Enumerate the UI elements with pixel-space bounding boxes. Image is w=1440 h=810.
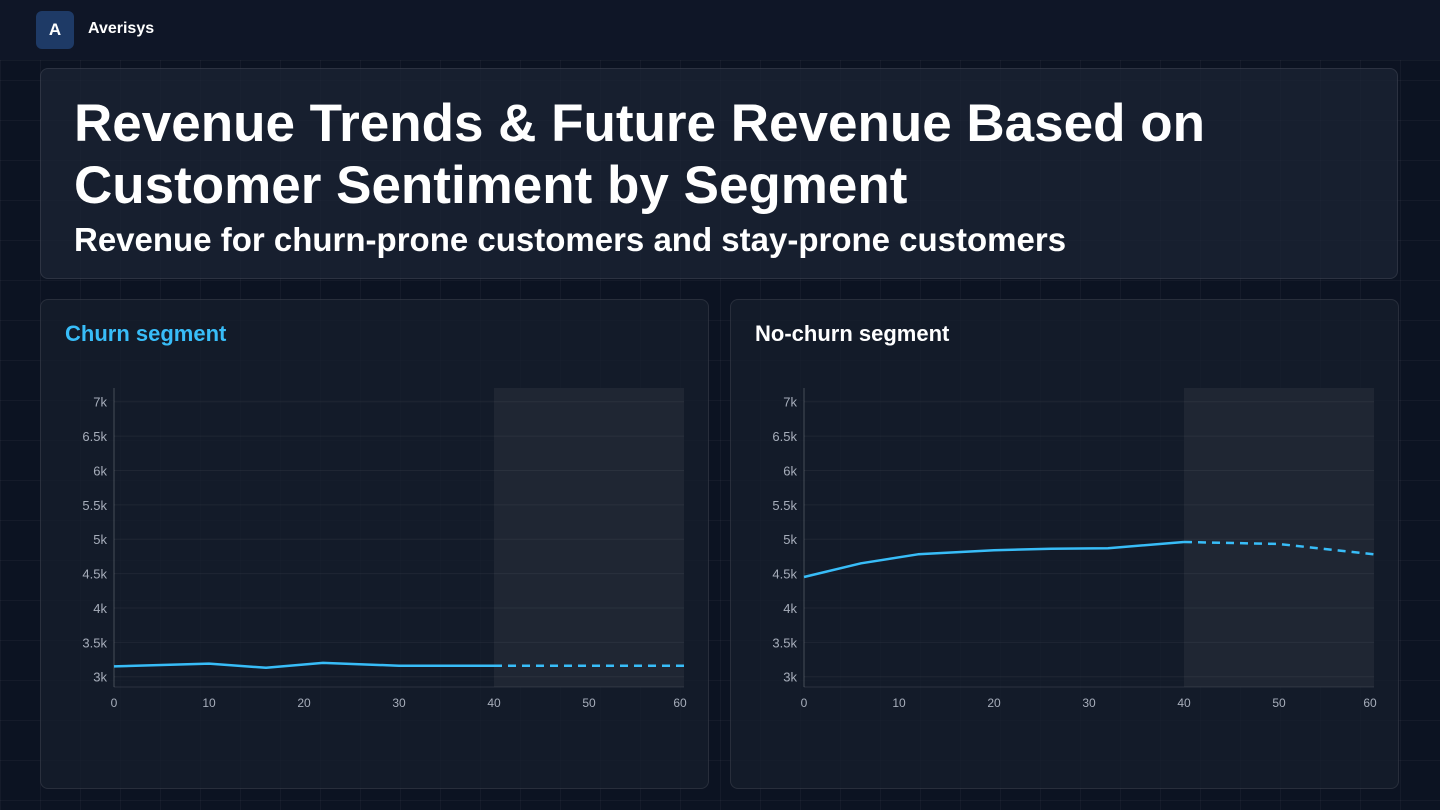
- churn-segment-title: Churn segment: [65, 321, 227, 346]
- forecast-region: [1184, 388, 1374, 687]
- x-tick-label: 0: [111, 696, 118, 710]
- app-logo[interactable]: A: [36, 11, 74, 49]
- no-churn-segment-title: No-churn segment: [755, 321, 950, 346]
- historical-revenue-line: [803, 540, 1185, 579]
- x-tick-label: 30: [392, 696, 406, 710]
- y-tick-label: 3.5k: [82, 635, 107, 650]
- y-tick-label: 4k: [93, 601, 107, 616]
- x-tick-label: 60: [673, 696, 687, 710]
- y-tick-label: 3k: [93, 670, 107, 685]
- y-tick-label: 3k: [783, 670, 797, 685]
- page-title: Revenue Trends & Future Revenue Based on…: [74, 94, 1205, 215]
- y-tick-label: 5.5k: [772, 498, 797, 513]
- top-bar: A Averisys: [0, 0, 1440, 60]
- y-tick-label: 6k: [93, 463, 107, 478]
- x-tick-label: 40: [487, 696, 501, 710]
- y-tick-label: 6.5k: [772, 429, 797, 444]
- page-subtitle: Revenue for churn-prone customers and st…: [74, 221, 1067, 258]
- y-tick-label: 4k: [783, 601, 797, 616]
- forecast-revenue-line: [1183, 540, 1375, 556]
- churn-segment-card: 7k 6.5k 6k 5.5k 5k 4.5k 4k 3.5k 3k 0 10 20 30 40 50 60 …: [40, 299, 709, 789]
- y-tick-label: 4.5k: [772, 567, 797, 582]
- y-tick-label: 6k: [783, 463, 797, 478]
- x-tick-label: 20: [987, 696, 1001, 710]
- forecast-region: [494, 388, 684, 687]
- y-tick-label: 5k: [93, 532, 107, 547]
- header-card: Revenue Trends & Future Revenue Based on…: [40, 68, 1398, 279]
- x-tick-label: 10: [202, 696, 216, 710]
- x-tick-label: 0: [801, 696, 808, 710]
- churn-segment-chart: 7k 6.5k 6k 5.5k 5k 4.5k 4k 3.5k 3k 0 10 20 30 40 50 60: [82, 388, 687, 710]
- x-tick-label: 60: [1363, 696, 1377, 710]
- app-name[interactable]: Averisys: [88, 20, 155, 37]
- y-tick-label: 5k: [783, 532, 797, 547]
- no-churn-segment-card: 7k 6.5k 6k 5.5k 5k 4.5k 4k 3.5k 3k 0 10 20 30 40 50 60 …: [730, 299, 1399, 789]
- x-tick-label: 50: [1272, 696, 1286, 710]
- x-tick-label: 40: [1177, 696, 1191, 710]
- x-tick-label: 30: [1082, 696, 1096, 710]
- x-tick-label: 10: [892, 696, 906, 710]
- y-tick-label: 7k: [93, 395, 107, 410]
- y-tick-label: 6.5k: [82, 429, 107, 444]
- y-tick-label: 4.5k: [82, 567, 107, 582]
- y-tick-label: 7k: [783, 395, 797, 410]
- no-churn-segment-chart: 7k 6.5k 6k 5.5k 5k 4.5k 4k 3.5k 3k 0 10 20 30 40 50 60: [772, 388, 1377, 710]
- x-tick-label: 50: [582, 696, 596, 710]
- y-tick-label: 5.5k: [82, 498, 107, 513]
- x-tick-label: 20: [297, 696, 311, 710]
- y-tick-label: 3.5k: [772, 635, 797, 650]
- historical-revenue-line: [113, 661, 494, 670]
